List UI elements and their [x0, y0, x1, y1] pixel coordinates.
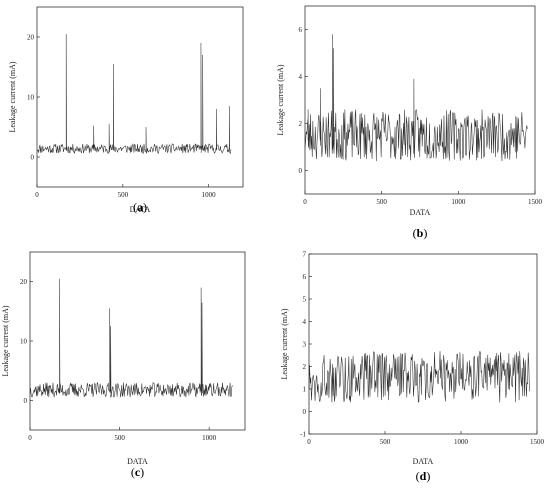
- x-axis-label: DATA: [130, 205, 151, 214]
- series-line: [308, 350, 530, 403]
- y-tick-label: 20: [27, 34, 35, 42]
- plot-frame: [308, 253, 538, 435]
- y-tick-label: 2: [299, 120, 303, 128]
- y-tick-label: 0: [31, 154, 35, 162]
- y-tick-label: 5: [303, 296, 307, 304]
- x-tick-label: 500: [118, 191, 129, 199]
- y-axis-label: Leakage current (mA): [1, 305, 10, 376]
- x-axis-label: DATA: [410, 208, 431, 217]
- chart-panel-b: 0 500 1000 1500 0 2 4 6 DATA Leakage current (mA)…: [276, 5, 543, 240]
- panel-caption: (d): [416, 469, 431, 483]
- y-axis-label: Leakage current (mA): [276, 64, 285, 135]
- series-line: [304, 34, 528, 162]
- y-tick-label: 0: [24, 397, 28, 405]
- x-tick-label: 0: [28, 434, 32, 442]
- x-tick-label: 500: [380, 438, 391, 446]
- x-tick-label: 0: [307, 438, 311, 446]
- x-tick-label: 1000: [451, 198, 466, 206]
- y-tick-label: -1: [300, 431, 306, 439]
- y-tick-label: 0: [303, 408, 307, 416]
- x-tick-label: 1500: [530, 438, 545, 446]
- x-tick-label: 500: [114, 434, 125, 442]
- y-tick-label: 2: [303, 363, 307, 371]
- panel-caption: (b): [413, 226, 428, 240]
- plot-frame: [304, 5, 536, 195]
- plot-frame: [36, 6, 244, 188]
- y-tick-label: 6: [299, 26, 303, 34]
- x-tick-label: 0: [303, 198, 307, 206]
- plot-frame: [29, 251, 246, 431]
- x-tick-label: 1500: [528, 198, 543, 206]
- series-line: [29, 278, 233, 398]
- series-line: [36, 33, 232, 155]
- panel-caption: (c): [131, 465, 144, 479]
- x-tick-label: 1000: [202, 191, 217, 199]
- chart-panel-c: 0 500 1000 0 10 20 DATA Leakage current (mA) (c): [1, 251, 246, 479]
- y-tick-label: 4: [303, 318, 307, 326]
- y-tick-label: 10: [27, 94, 35, 102]
- x-axis-label: DATA: [127, 457, 148, 466]
- y-tick-label: 10: [20, 338, 28, 346]
- panel-caption: (a): [133, 200, 147, 214]
- x-axis-label: DATA: [413, 457, 434, 466]
- y-tick-label: 6: [303, 273, 307, 281]
- y-tick-label: 3: [303, 341, 307, 349]
- y-tick-label: 0: [299, 167, 303, 175]
- x-tick-label: 1000: [454, 438, 469, 446]
- y-tick-label: 1: [303, 386, 307, 394]
- y-axis-label: Leakage current (mA): [280, 308, 289, 379]
- y-tick-label: 7: [303, 251, 307, 259]
- x-tick-label: 0: [35, 191, 39, 199]
- y-tick-label: 20: [20, 278, 28, 286]
- x-tick-label: 500: [376, 198, 387, 206]
- y-axis-label: Leakage current (mA): [8, 61, 17, 132]
- y-tick-label: 4: [299, 73, 303, 81]
- x-tick-label: 1000: [202, 434, 217, 442]
- chart-panel-a: 0 500 1000 0 10 20 DATA Leakage current (mA) (a): [8, 6, 244, 214]
